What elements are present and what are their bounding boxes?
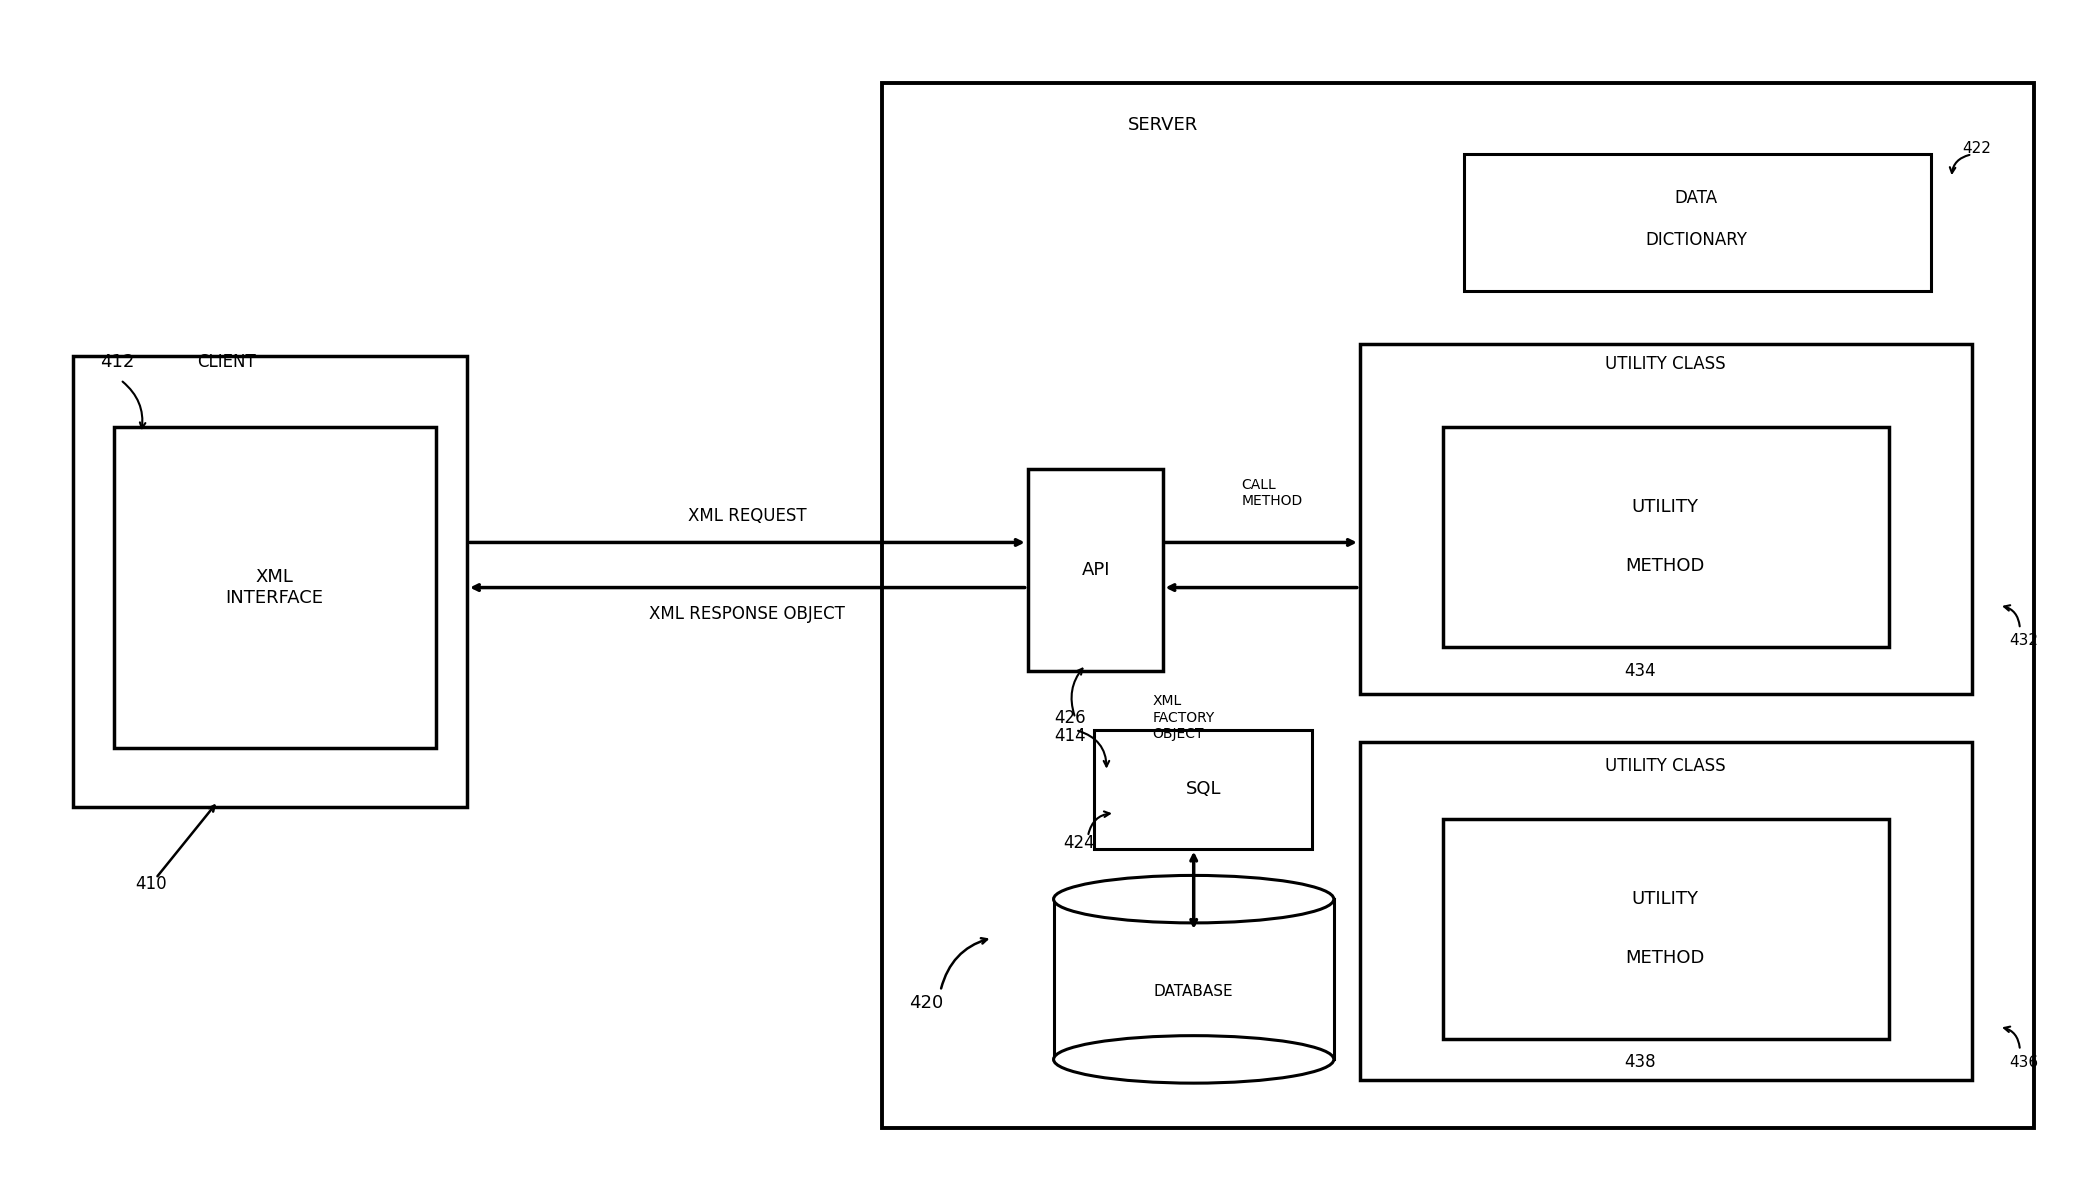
Text: DATABASE: DATABASE — [1154, 984, 1233, 998]
FancyBboxPatch shape — [1053, 900, 1333, 1060]
Text: 432: 432 — [2010, 634, 2039, 648]
Text: API: API — [1082, 560, 1111, 579]
Text: METHOD: METHOD — [1626, 557, 1704, 576]
Text: 412: 412 — [100, 353, 135, 372]
Ellipse shape — [1053, 1035, 1333, 1083]
Text: 436: 436 — [2010, 1055, 2039, 1069]
Text: XML RESPONSE OBJECT: XML RESPONSE OBJECT — [650, 604, 845, 623]
Text: 422: 422 — [1962, 141, 1991, 155]
Text: XML
FACTORY
OBJECT: XML FACTORY OBJECT — [1152, 694, 1214, 741]
Text: 438: 438 — [1623, 1053, 1657, 1072]
Text: METHOD: METHOD — [1626, 948, 1704, 967]
Text: 420: 420 — [909, 994, 943, 1013]
Text: UTILITY: UTILITY — [1632, 889, 1698, 908]
FancyBboxPatch shape — [73, 356, 467, 807]
FancyBboxPatch shape — [1464, 154, 1931, 291]
Text: UTILITY CLASS: UTILITY CLASS — [1605, 355, 1725, 374]
FancyBboxPatch shape — [1028, 469, 1163, 671]
Text: 410: 410 — [135, 875, 166, 894]
Text: 434: 434 — [1623, 661, 1657, 680]
Text: XML REQUEST: XML REQUEST — [687, 507, 808, 526]
Text: 426: 426 — [1055, 709, 1086, 728]
Text: CLIENT: CLIENT — [197, 353, 255, 372]
FancyBboxPatch shape — [1360, 344, 1972, 694]
FancyBboxPatch shape — [1443, 819, 1889, 1039]
Text: 414: 414 — [1055, 726, 1086, 745]
Text: XML
INTERFACE: XML INTERFACE — [224, 569, 324, 607]
Text: CALL
METHOD: CALL METHOD — [1241, 478, 1304, 508]
Text: DATA: DATA — [1675, 189, 1717, 208]
Text: 424: 424 — [1063, 833, 1094, 852]
FancyBboxPatch shape — [1094, 730, 1312, 849]
Text: UTILITY: UTILITY — [1632, 497, 1698, 516]
FancyBboxPatch shape — [114, 427, 436, 748]
FancyBboxPatch shape — [1360, 742, 1972, 1080]
FancyBboxPatch shape — [1443, 427, 1889, 647]
Text: UTILITY CLASS: UTILITY CLASS — [1605, 756, 1725, 775]
Ellipse shape — [1053, 876, 1333, 923]
Text: DICTIONARY: DICTIONARY — [1644, 230, 1748, 249]
Text: SERVER: SERVER — [1127, 115, 1198, 134]
FancyBboxPatch shape — [882, 83, 2034, 1128]
Text: SQL: SQL — [1185, 780, 1223, 799]
